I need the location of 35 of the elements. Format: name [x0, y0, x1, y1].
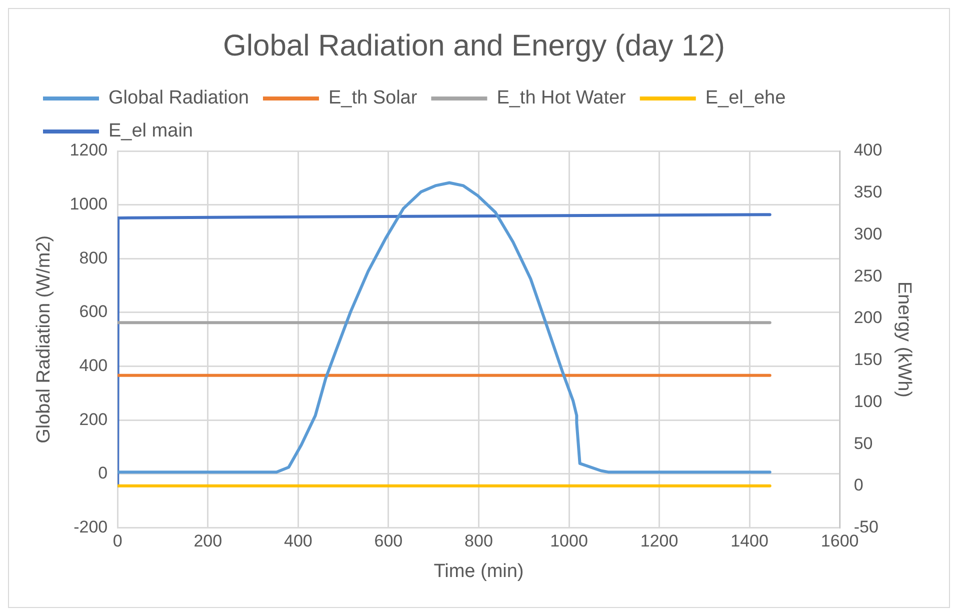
- y2-tick-label: 400: [854, 140, 882, 160]
- x-tick-label: 1400: [730, 532, 768, 551]
- x-tick-label: 600: [374, 532, 403, 551]
- y-axis-title: Global Radiation (W/m2): [34, 235, 55, 444]
- y-tick-label: 600: [79, 302, 108, 322]
- y-tick-label: 1200: [70, 140, 108, 160]
- y2-tick-label: 0: [854, 476, 864, 495]
- x-tick-label: 0: [112, 532, 122, 551]
- x-axis-title: Time (min): [434, 560, 524, 582]
- legend-label: E_th Solar: [328, 88, 418, 109]
- x-tick-label: 200: [194, 532, 222, 551]
- y2-tick-label: 250: [854, 266, 882, 286]
- x-tick-label: 800: [464, 532, 493, 551]
- y2-tick-label: 200: [854, 308, 882, 328]
- y2-tick-label: 150: [854, 350, 882, 370]
- y-tick-label: -200: [74, 517, 108, 536]
- y-tick-label: 400: [79, 356, 108, 375]
- legend-label: E_th Hot Water: [496, 88, 627, 109]
- legend-label: E_el main: [108, 120, 193, 142]
- legend-label: E_el_ehe: [705, 88, 786, 109]
- legend-label: Global Radiation: [108, 88, 249, 109]
- y2-tick-label: 350: [854, 182, 882, 202]
- y-tick-label: 0: [98, 464, 108, 483]
- y2-axis-title: Energy (kWh): [893, 281, 914, 398]
- y-tick-label: 800: [79, 248, 108, 268]
- y2-tick-label: 100: [854, 392, 882, 411]
- x-tick-label: 400: [284, 532, 312, 551]
- y-tick-label: 1000: [70, 194, 108, 214]
- chart-title: Global Radiation and Energy (day 12): [223, 29, 725, 62]
- y-tick-label: 200: [79, 410, 108, 429]
- y2-tick-label: 300: [854, 224, 882, 244]
- x-tick-label: 1200: [640, 532, 678, 551]
- y2-tick-label: 50: [854, 434, 873, 453]
- x-tick-label: 1000: [550, 532, 588, 551]
- x-tick-label: 1600: [820, 532, 859, 551]
